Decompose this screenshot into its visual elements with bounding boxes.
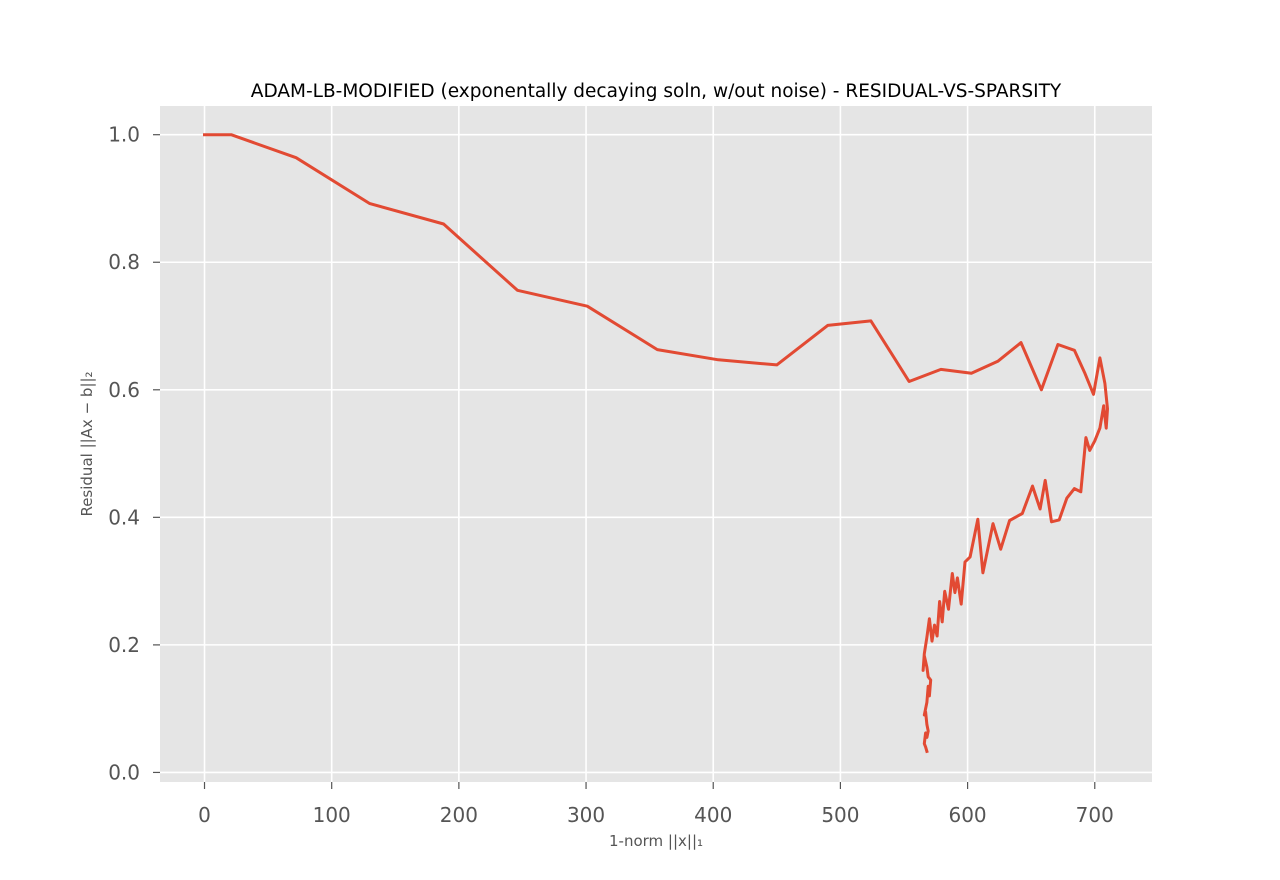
x-tick-label: 100	[313, 803, 351, 827]
plot-background	[160, 106, 1152, 782]
y-tick-label: 0.8	[108, 250, 140, 274]
chart-title: ADAM-LB-MODIFIED (exponentally decaying …	[251, 81, 1062, 102]
x-axis-label: 1-norm ||x||₁	[609, 832, 703, 850]
x-tick-label: 200	[440, 803, 478, 827]
x-tick-label: 300	[567, 803, 605, 827]
x-tick-label: 700	[1076, 803, 1114, 827]
tick-labels: 0 100 200 300 400 500 600 700 0.0 0.2 0.4 0.6 0.8 1.0	[108, 123, 1114, 827]
y-tick-label: 0.6	[108, 378, 140, 402]
x-tick-label: 400	[694, 803, 732, 827]
grid	[160, 106, 1152, 782]
series-line	[203, 133, 1109, 754]
y-tick-label: 0.0	[108, 760, 140, 784]
y-tick-label: 1.0	[108, 123, 140, 147]
y-axis-label: Residual ||Ax − b||₂	[78, 371, 96, 516]
ticks	[153, 134, 1096, 789]
y-tick-label: 0.4	[108, 505, 140, 529]
y-tick-label: 0.2	[108, 633, 140, 657]
x-tick-label: 0	[198, 803, 211, 827]
x-tick-label: 500	[821, 803, 859, 827]
x-tick-label: 600	[948, 803, 986, 827]
